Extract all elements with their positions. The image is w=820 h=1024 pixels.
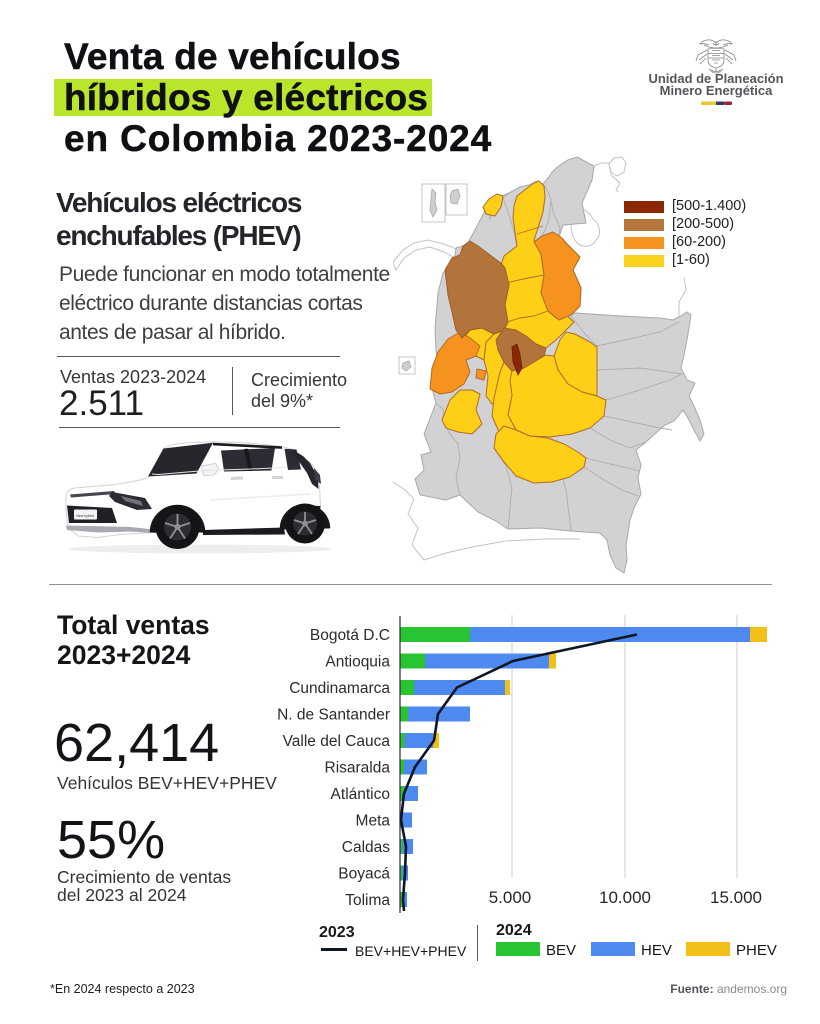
svg-text:Cundinamarca: Cundinamarca xyxy=(289,680,390,697)
svg-text:5.000: 5.000 xyxy=(489,888,532,907)
svg-text:Meta: Meta xyxy=(356,813,391,830)
svg-text:Caldas: Caldas xyxy=(342,839,390,856)
svg-text:Tolima: Tolima xyxy=(345,892,390,909)
svg-text:Minero Energética: Minero Energética xyxy=(660,83,773,98)
svg-text:Atlántico: Atlántico xyxy=(331,786,390,803)
svg-text:N. de Santander: N. de Santander xyxy=(277,707,390,724)
svg-text:10.000: 10.000 xyxy=(599,888,651,907)
svg-text:Boyacá: Boyacá xyxy=(338,866,390,883)
svg-text:New hybrid: New hybrid xyxy=(76,514,94,518)
svg-text:Bogotá D.C: Bogotá D.C xyxy=(310,627,390,644)
svg-text:Antioquia: Antioquia xyxy=(325,654,390,671)
svg-text:Valle del Cauca: Valle del Cauca xyxy=(283,733,391,750)
svg-text:15.000: 15.000 xyxy=(710,888,762,907)
svg-text:Unidad de Planeación: Unidad de Planeación xyxy=(648,71,783,86)
svg-text:Risaralda: Risaralda xyxy=(325,760,391,777)
